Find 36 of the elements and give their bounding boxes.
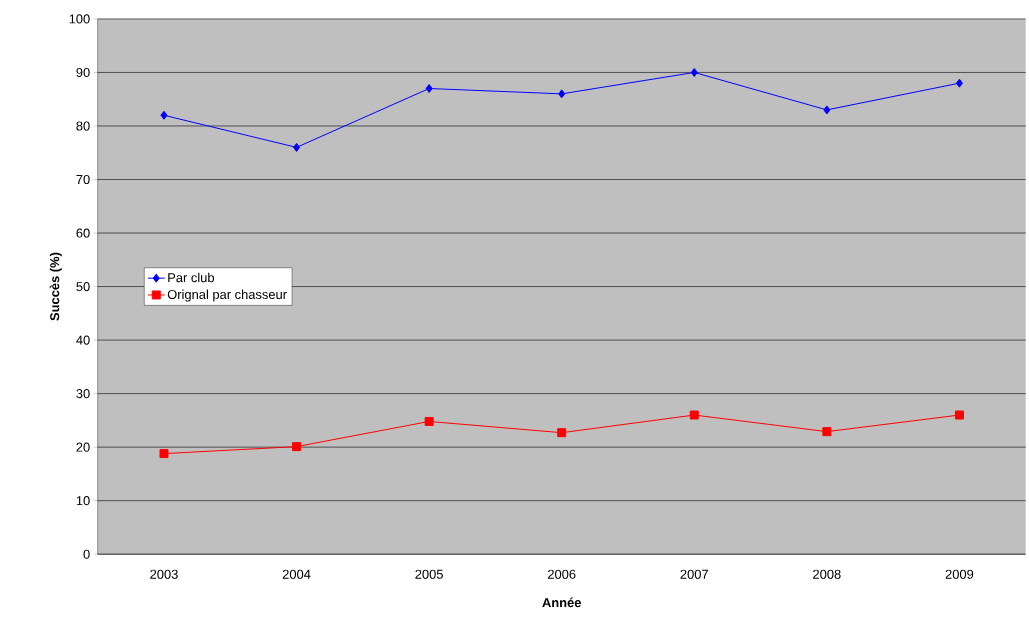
x-tick-label: 2006	[547, 569, 576, 579]
legend-label: Orignal par chasseur	[167, 289, 287, 302]
point	[159, 449, 169, 459]
x-tick-label: 2005	[415, 569, 443, 579]
y-tick-label: 80	[76, 121, 90, 131]
point	[954, 410, 964, 420]
point	[160, 110, 168, 120]
y-tick-label: 0	[83, 549, 90, 559]
point	[425, 84, 433, 94]
y-tick-label: 40	[76, 335, 90, 345]
point	[690, 67, 698, 77]
x-tick-label: 2009	[945, 569, 974, 579]
point	[955, 78, 963, 88]
y-tick-label: 90	[76, 67, 90, 78]
y-tick-label: 30	[76, 389, 90, 399]
x-tick-label: 2007	[680, 569, 708, 579]
legend-label: Par club	[168, 272, 215, 283]
y-axis-title: Succès (%)	[49, 252, 62, 321]
point	[689, 410, 699, 420]
point	[557, 428, 567, 438]
y-tick-label: 50	[76, 282, 90, 292]
x-tick-label: 2008	[813, 569, 841, 579]
point	[293, 142, 301, 152]
y-tick-label: 20	[76, 442, 90, 452]
y-tick-label: 10	[76, 496, 90, 506]
x-tick-label: 2004	[282, 569, 311, 579]
x-tick-label: 2003	[150, 569, 178, 579]
point	[292, 442, 302, 452]
point	[558, 89, 566, 99]
x-axis-title: Année	[542, 597, 581, 608]
y-tick-label: 100	[69, 14, 90, 24]
point	[823, 105, 831, 115]
point	[822, 427, 832, 437]
y-tick-label: 60	[76, 228, 90, 238]
y-tick-label: 70	[76, 174, 90, 185]
point	[424, 416, 434, 426]
